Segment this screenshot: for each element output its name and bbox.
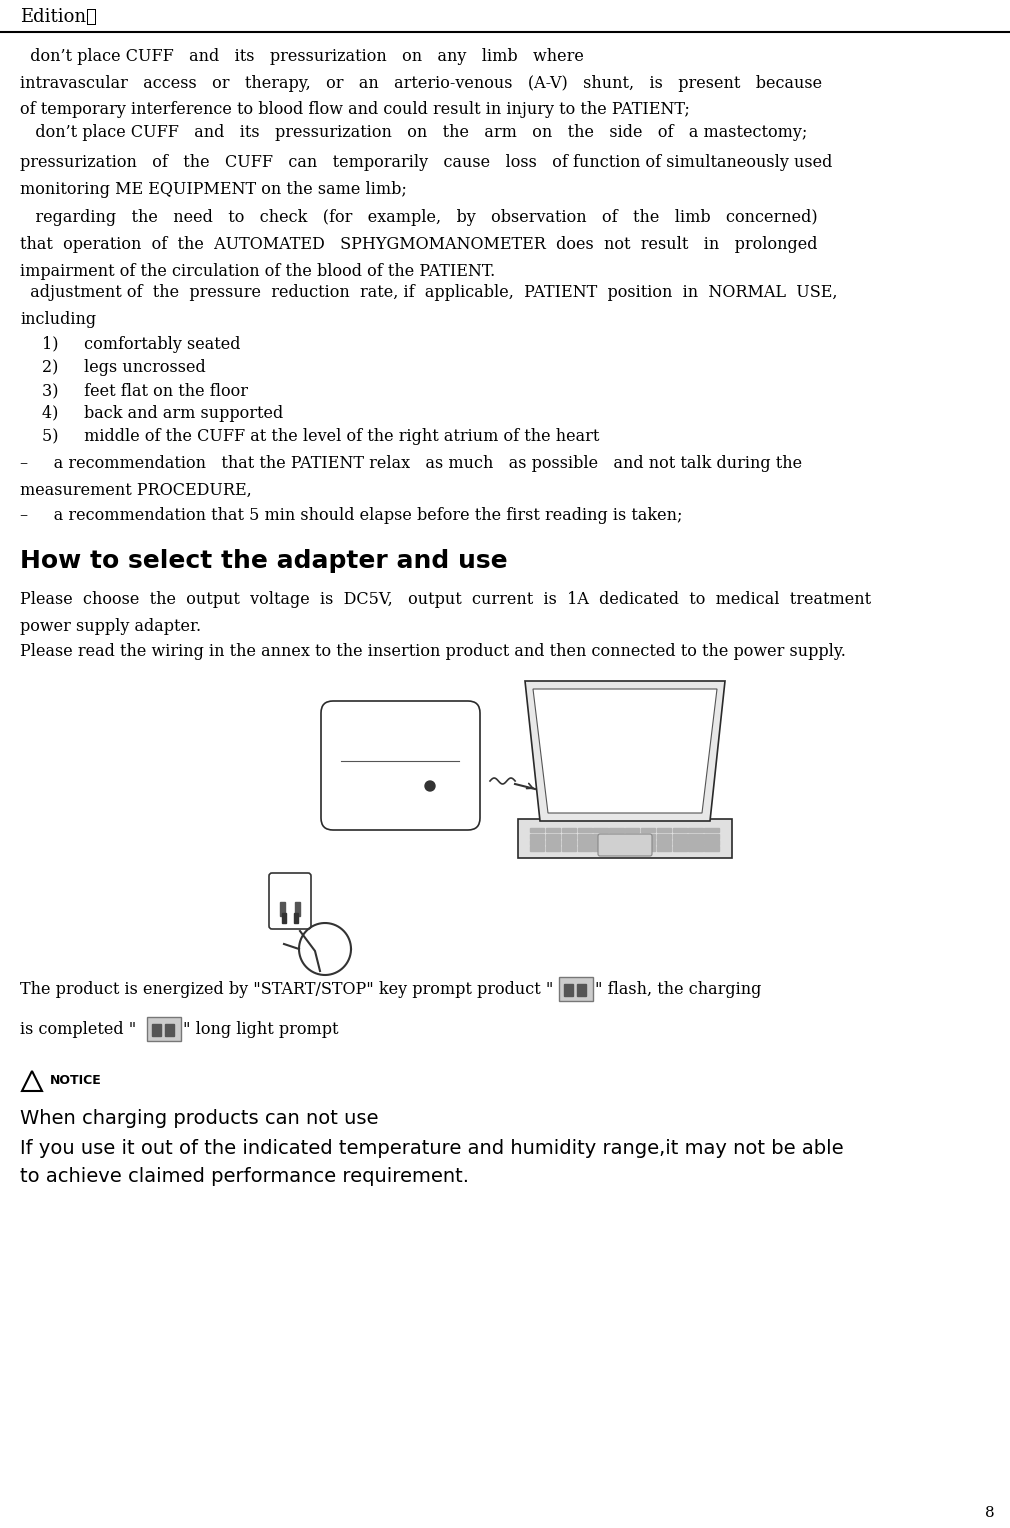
- FancyBboxPatch shape: [559, 976, 593, 1001]
- Text: " long light prompt: " long light prompt: [183, 1021, 338, 1038]
- Text: The product is energized by "START/STOP" key prompt product ": The product is energized by "START/STOP"…: [20, 981, 559, 998]
- Text: If you use it out of the indicated temperature and humidity range,it may not be : If you use it out of the indicated tempe…: [20, 1138, 843, 1186]
- Text: 4)     back and arm supported: 4) back and arm supported: [42, 405, 283, 422]
- Bar: [609, 834, 623, 839]
- Text: is completed ": is completed ": [20, 1021, 141, 1038]
- Text: How to select the adapter and use: How to select the adapter and use: [20, 549, 508, 573]
- Text: NOTICE: NOTICE: [50, 1074, 102, 1086]
- FancyBboxPatch shape: [147, 1018, 181, 1041]
- Bar: [625, 847, 639, 851]
- Text: 5)     middle of the CUFF at the level of the right atrium of the heart: 5) middle of the CUFF at the level of th…: [42, 428, 599, 445]
- Text: Please  choose  the  output  voltage  is  DC5V,   output  current  is  1A  dedic: Please choose the output voltage is DC5V…: [20, 591, 871, 634]
- Text: don’t place CUFF   and   its   pressurization   on   the   arm   on   the   side: don’t place CUFF and its pressurization …: [20, 124, 807, 141]
- Text: When charging products can not use: When charging products can not use: [20, 1109, 379, 1128]
- Bar: [673, 828, 687, 833]
- Bar: [609, 828, 623, 833]
- Text: pressurization   of   the   CUFF   can   temporarily   cause   loss   of functio: pressurization of the CUFF can temporari…: [20, 154, 832, 197]
- Text: 1)     comfortably seated: 1) comfortably seated: [42, 336, 240, 353]
- Bar: [673, 834, 687, 839]
- Polygon shape: [525, 681, 725, 821]
- Text: 8: 8: [986, 1507, 995, 1520]
- Bar: [530, 847, 544, 851]
- Bar: [593, 847, 608, 851]
- Bar: [593, 834, 608, 839]
- Text: " flash, the charging: " flash, the charging: [595, 981, 762, 998]
- Bar: [280, 902, 285, 915]
- Bar: [704, 840, 718, 845]
- FancyBboxPatch shape: [518, 819, 732, 859]
- Bar: [295, 902, 300, 915]
- Circle shape: [425, 781, 435, 792]
- Polygon shape: [533, 689, 717, 813]
- Bar: [656, 828, 671, 833]
- Text: regarding   the   need   to   check   (for   example,   by   observation   of   : regarding the need to check (for example…: [20, 209, 818, 280]
- Text: 3)     feet flat on the floor: 3) feet flat on the floor: [42, 382, 248, 399]
- Bar: [577, 984, 586, 996]
- Bar: [625, 828, 639, 833]
- Bar: [578, 847, 592, 851]
- Bar: [689, 834, 703, 839]
- Bar: [689, 847, 703, 851]
- Bar: [689, 828, 703, 833]
- Bar: [578, 840, 592, 845]
- Bar: [640, 840, 655, 845]
- Bar: [704, 847, 718, 851]
- Text: 2)     legs uncrossed: 2) legs uncrossed: [42, 359, 206, 376]
- Text: –     a recommendation that 5 min should elapse before the first reading is take: – a recommendation that 5 min should ela…: [20, 507, 683, 524]
- FancyBboxPatch shape: [321, 701, 480, 830]
- Bar: [562, 840, 576, 845]
- Bar: [545, 828, 561, 833]
- Bar: [294, 914, 298, 923]
- Bar: [282, 914, 286, 923]
- Text: !: !: [29, 1077, 34, 1086]
- Bar: [562, 834, 576, 839]
- Bar: [640, 834, 655, 839]
- Bar: [593, 840, 608, 845]
- Bar: [704, 828, 718, 833]
- Text: Please read the wiring in the annex to the insertion product and then connected : Please read the wiring in the annex to t…: [20, 643, 846, 660]
- Bar: [530, 828, 544, 833]
- Text: adjustment of  the  pressure  reduction  rate, if  applicable,  PATIENT  positio: adjustment of the pressure reduction rat…: [20, 284, 837, 327]
- Bar: [578, 834, 592, 839]
- Bar: [673, 840, 687, 845]
- FancyBboxPatch shape: [269, 872, 311, 929]
- Bar: [564, 984, 573, 996]
- Bar: [704, 834, 718, 839]
- Bar: [609, 847, 623, 851]
- Text: –     a recommendation   that the PATIENT relax   as much   as possible   and no: – a recommendation that the PATIENT rela…: [20, 455, 802, 498]
- Bar: [673, 847, 687, 851]
- Bar: [530, 840, 544, 845]
- Bar: [609, 840, 623, 845]
- Bar: [640, 847, 655, 851]
- Bar: [689, 840, 703, 845]
- Bar: [165, 1024, 174, 1036]
- FancyBboxPatch shape: [598, 834, 652, 856]
- Bar: [625, 834, 639, 839]
- Bar: [562, 828, 576, 833]
- Bar: [640, 828, 655, 833]
- Bar: [578, 828, 592, 833]
- Bar: [545, 840, 561, 845]
- Bar: [625, 840, 639, 845]
- Bar: [530, 834, 544, 839]
- Bar: [656, 834, 671, 839]
- Bar: [656, 847, 671, 851]
- Bar: [545, 834, 561, 839]
- Text: don’t place CUFF   and   its   pressurization   on   any   limb   where
intravas: don’t place CUFF and its pressurization …: [20, 47, 822, 119]
- Bar: [656, 840, 671, 845]
- Bar: [593, 828, 608, 833]
- Polygon shape: [22, 1071, 42, 1091]
- Text: Edition：: Edition：: [20, 8, 97, 26]
- Bar: [545, 847, 561, 851]
- Bar: [152, 1024, 161, 1036]
- Bar: [562, 847, 576, 851]
